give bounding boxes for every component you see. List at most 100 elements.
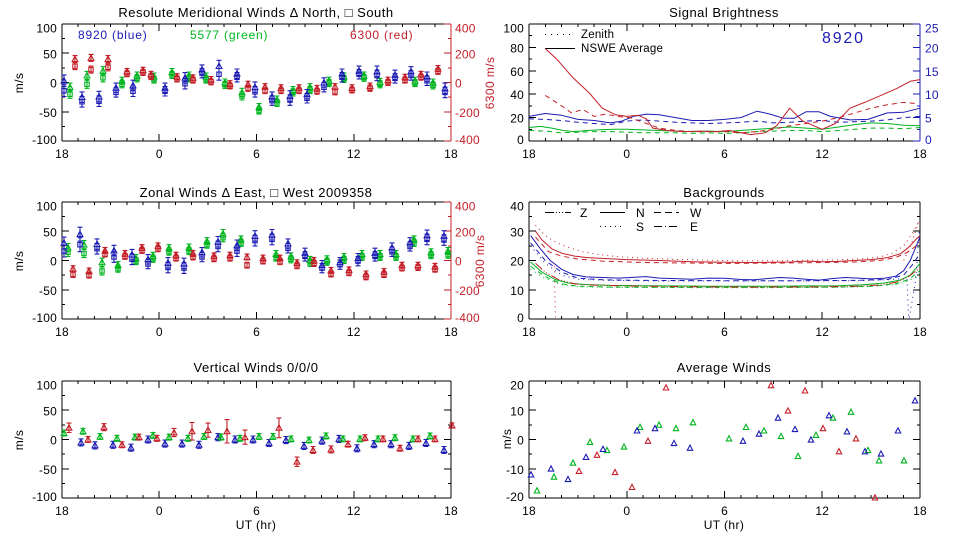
svg-text:18: 18 — [522, 325, 536, 339]
svg-text:8920 (blue): 8920 (blue) — [78, 28, 148, 42]
svg-text:400: 400 — [455, 200, 476, 214]
svg-text:-100: -100 — [32, 490, 57, 504]
svg-text:50: 50 — [43, 404, 57, 418]
svg-text:-50: -50 — [39, 463, 57, 477]
svg-text:0: 0 — [517, 311, 524, 325]
svg-text:0: 0 — [517, 133, 524, 147]
svg-text:5: 5 — [925, 112, 932, 126]
svg-text:0: 0 — [623, 147, 630, 161]
svg-text:-50: -50 — [39, 106, 57, 120]
svg-text:E: E — [690, 220, 698, 234]
svg-text:0: 0 — [623, 325, 630, 339]
svg-text:15: 15 — [925, 65, 939, 79]
svg-text:-400: -400 — [455, 311, 480, 325]
svg-text:-400: -400 — [455, 133, 480, 147]
svg-text:6300 (red): 6300 (red) — [350, 28, 413, 42]
svg-text:6: 6 — [253, 325, 260, 339]
svg-text:30: 30 — [510, 225, 524, 239]
svg-text:18: 18 — [522, 504, 536, 518]
svg-text:6: 6 — [253, 147, 260, 161]
svg-text:50: 50 — [43, 225, 57, 239]
svg-text:40: 40 — [510, 200, 524, 214]
svg-text:100: 100 — [36, 379, 57, 393]
svg-text:50: 50 — [43, 47, 57, 61]
svg-text:Z: Z — [580, 206, 588, 220]
svg-text:12: 12 — [347, 504, 361, 518]
svg-text:12: 12 — [815, 147, 829, 161]
svg-text:0: 0 — [455, 77, 462, 91]
svg-text:0: 0 — [156, 504, 163, 518]
svg-text:-100: -100 — [32, 133, 57, 147]
svg-text:Signal Brightness: Signal Brightness — [669, 5, 779, 20]
svg-text:Zonal Winds Δ East, □ West 200: Zonal Winds Δ East, □ West 2009358 — [140, 185, 373, 200]
svg-text:18: 18 — [913, 147, 927, 161]
svg-text:100: 100 — [503, 22, 524, 36]
svg-text:20: 20 — [510, 379, 524, 393]
svg-text:10: 10 — [510, 404, 524, 418]
svg-text:UT (hr): UT (hr) — [236, 518, 277, 532]
svg-text:12: 12 — [347, 325, 361, 339]
svg-text:6: 6 — [721, 504, 728, 518]
svg-text:UT (hr): UT (hr) — [704, 518, 745, 532]
svg-text:18: 18 — [913, 325, 927, 339]
svg-text:20: 20 — [510, 112, 524, 126]
svg-text:200: 200 — [455, 225, 476, 239]
svg-text:60: 60 — [510, 65, 524, 79]
svg-text:12: 12 — [815, 325, 829, 339]
svg-text:18: 18 — [55, 325, 69, 339]
svg-text:m/s: m/s — [12, 430, 26, 451]
svg-text:0: 0 — [517, 434, 524, 448]
svg-text:-200: -200 — [455, 106, 480, 120]
svg-text:-50: -50 — [39, 284, 57, 298]
svg-text:0: 0 — [50, 255, 57, 269]
svg-text:Resolute Meridional Winds Δ No: Resolute Meridional Winds Δ North, □ Sou… — [118, 5, 393, 20]
svg-text:18: 18 — [55, 504, 69, 518]
svg-text:Average Winds: Average Winds — [677, 360, 771, 375]
svg-text:Vertical Winds 0/0/0: Vertical Winds 0/0/0 — [194, 360, 319, 375]
svg-text:40: 40 — [510, 88, 524, 102]
svg-text:18: 18 — [522, 147, 536, 161]
svg-text:0: 0 — [156, 325, 163, 339]
svg-text:12: 12 — [347, 147, 361, 161]
svg-text:100: 100 — [36, 22, 57, 36]
svg-text:0: 0 — [156, 147, 163, 161]
svg-text:10: 10 — [925, 88, 939, 102]
svg-text:18: 18 — [444, 325, 458, 339]
svg-text:0: 0 — [925, 133, 932, 147]
svg-text:-20: -20 — [506, 490, 524, 504]
svg-text:6: 6 — [721, 325, 728, 339]
svg-text:8920: 8920 — [822, 30, 865, 47]
svg-text:m/s: m/s — [12, 73, 26, 94]
svg-text:m/s: m/s — [500, 429, 514, 450]
svg-text:100: 100 — [36, 200, 57, 214]
svg-text:400: 400 — [455, 22, 476, 36]
svg-text:6300 m/s: 6300 m/s — [473, 235, 487, 288]
svg-text:18: 18 — [913, 504, 927, 518]
svg-text:Zenith: Zenith — [581, 29, 614, 41]
svg-text:12: 12 — [815, 504, 829, 518]
svg-text:6: 6 — [253, 504, 260, 518]
svg-text:18: 18 — [444, 504, 458, 518]
svg-text:10: 10 — [510, 284, 524, 298]
svg-text:18: 18 — [444, 147, 458, 161]
svg-text:0: 0 — [623, 504, 630, 518]
svg-text:5577 (green): 5577 (green) — [190, 28, 268, 42]
svg-text:m/s: m/s — [12, 251, 26, 272]
svg-text:W: W — [690, 206, 702, 220]
svg-text:S: S — [636, 220, 644, 234]
svg-text:200: 200 — [455, 47, 476, 61]
svg-text:25: 25 — [925, 22, 939, 36]
svg-text:0: 0 — [50, 434, 57, 448]
svg-text:6: 6 — [721, 147, 728, 161]
svg-text:80: 80 — [510, 41, 524, 55]
svg-text:Backgrounds: Backgrounds — [683, 185, 764, 200]
svg-text:NSWE Average: NSWE Average — [581, 43, 663, 55]
svg-text:0: 0 — [455, 255, 462, 269]
svg-text:-100: -100 — [32, 311, 57, 325]
svg-text:6300 m/s: 6300 m/s — [483, 57, 497, 110]
svg-text:0: 0 — [50, 77, 57, 91]
svg-text:20: 20 — [510, 255, 524, 269]
svg-text:-10: -10 — [506, 463, 524, 477]
svg-text:N: N — [636, 206, 645, 220]
svg-text:20: 20 — [925, 41, 939, 55]
